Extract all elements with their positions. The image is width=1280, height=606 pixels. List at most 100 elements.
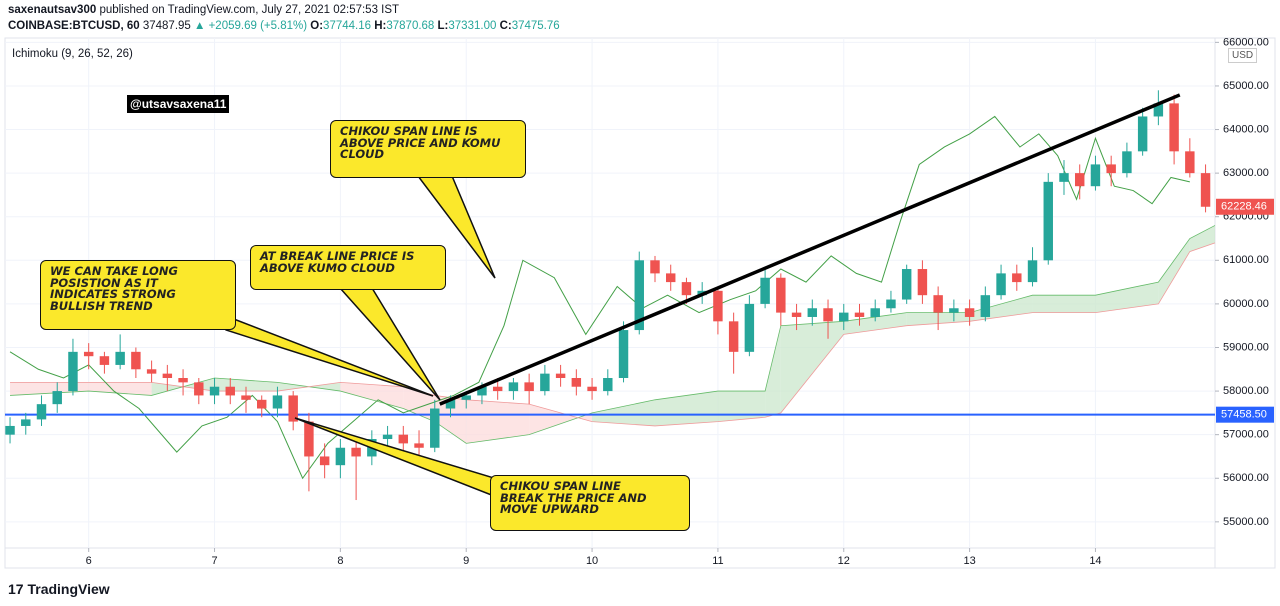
candle-body (52, 391, 62, 405)
candle-body (414, 443, 424, 448)
last: 37487.95 (142, 20, 191, 32)
candle-body (351, 447, 361, 457)
candle-body (681, 282, 692, 296)
candle-body (807, 308, 818, 317)
callout-line: WE CAN TAKE LONG (50, 264, 178, 278)
candle-body (540, 373, 550, 392)
callout: AT BREAK LINE PRICE IS ABOVE KUMO CLOUD (250, 245, 446, 290)
callout-line: BREAK THE PRICE AND (500, 490, 647, 505)
cloud-fill (780, 321, 844, 413)
cloud-fill (466, 399, 530, 444)
hline-price-box (1216, 406, 1274, 423)
cloud-fill (654, 391, 718, 426)
x-tick-label: 11 (712, 555, 723, 567)
y-tick-label: 64000.00 (1223, 123, 1269, 135)
candle-body (1200, 173, 1211, 207)
cloud-fill (1158, 238, 1190, 304)
candle-body (949, 308, 959, 313)
candle-body (492, 386, 503, 392)
candle-body (430, 408, 440, 448)
callout-line: AT BREAK LINE PRICE IS (260, 249, 415, 263)
user: saxenautsav300 (8, 4, 97, 16)
currency: USD (1228, 48, 1258, 63)
candle-body (713, 290, 723, 322)
plot (5, 90, 1216, 501)
callout: CHIKOU SPAN LINE BREAK THE PRICE AND MOVE … (490, 475, 690, 531)
callout-pointers (225, 175, 496, 498)
cloud-fill (843, 312, 907, 335)
y-tick-label: 63000.00 (1223, 167, 1269, 179)
x-tick-label: 13 (963, 555, 975, 567)
candle-body (445, 399, 456, 409)
y-tick-label: 60000.00 (1223, 298, 1269, 310)
y-tick-label: 56000.00 (1223, 472, 1269, 484)
candle-body (1106, 164, 1116, 174)
hline-price-label: 57458.50 (1221, 409, 1267, 421)
last-price-box (1216, 198, 1274, 215)
watermark: @utsavsaxena11 (127, 95, 230, 113)
x-tick-label: 7 (211, 555, 217, 567)
frame (4, 37, 1276, 569)
candle-body (36, 404, 47, 420)
candle-body (178, 378, 188, 383)
c: 37475.76 (511, 20, 560, 32)
candle-body (99, 356, 110, 365)
candle-body (603, 378, 613, 392)
callout-line: BULLISH TREND (50, 298, 153, 313)
candle-body (886, 299, 896, 309)
candle-body (131, 351, 141, 370)
y-tick-label: 58000.00 (1223, 385, 1269, 397)
callout: WE CAN TAKE LONG POSISTION AS IT INDICATES… (40, 260, 236, 330)
candle-body (1122, 151, 1132, 174)
logo: 17 TradingView (8, 581, 110, 597)
candle-body (272, 395, 283, 409)
candle-body (162, 373, 173, 378)
candle-body (728, 321, 739, 352)
l: 37331.00 (448, 20, 497, 32)
cloud-fill (529, 404, 593, 435)
candle-body (917, 269, 928, 296)
cloud-fill (1032, 295, 1096, 313)
x-tick-label: 12 (838, 555, 850, 567)
y-tick-label: 65000.00 (1223, 80, 1269, 92)
published: published on TradingView.com, July 27, 2… (99, 4, 400, 16)
callout: CHIKOU SPAN LINE IS ABOVE PRICE AND KOMU C… (330, 120, 526, 178)
callout-line: INDICATES STRONG (50, 287, 176, 301)
h: 37870.68 (386, 20, 435, 32)
candle-body (477, 386, 487, 396)
indicator-label: Ichimoku (9, 26, 52, 26) (12, 48, 133, 60)
cloud-fill (1095, 282, 1159, 313)
candle-body (587, 386, 597, 392)
callout-line: CLOUD (340, 147, 385, 161)
candle-body (1027, 260, 1038, 283)
candle-body (870, 308, 880, 317)
x-tick-label: 9 (463, 555, 469, 567)
candle-body (146, 369, 157, 374)
y-tick-label: 66000.00 (1223, 36, 1269, 48)
candle-body (964, 308, 975, 317)
candle-body (634, 260, 644, 331)
cloud-fill (1189, 225, 1215, 252)
candle-body (1043, 181, 1053, 261)
cloud-fill (592, 399, 655, 426)
candle-body (508, 382, 519, 392)
c-label: C: (499, 20, 512, 32)
candle-body (398, 434, 409, 444)
candle-body (618, 330, 629, 378)
header-line-1: saxenautsav300 published on TradingView.… (8, 4, 399, 16)
candle-body (1169, 103, 1179, 152)
candle-body (555, 373, 566, 378)
candle-body (1074, 173, 1085, 187)
h-label: H: (374, 20, 387, 32)
y-tick-label: 57000.00 (1223, 429, 1269, 441)
candle-body (996, 273, 1006, 296)
candle-body (666, 273, 676, 283)
header-line-2: COINBASE:BTCUSD, 60 37487.95 ▲ +2059.69 … (8, 20, 560, 32)
candle-body (382, 434, 393, 440)
x-tick-label: 6 (86, 555, 92, 567)
candle-body (319, 456, 330, 466)
candle-body (1012, 273, 1022, 283)
candle-body (335, 447, 346, 466)
callout-line: CHIKOU SPAN LINE (500, 479, 621, 493)
